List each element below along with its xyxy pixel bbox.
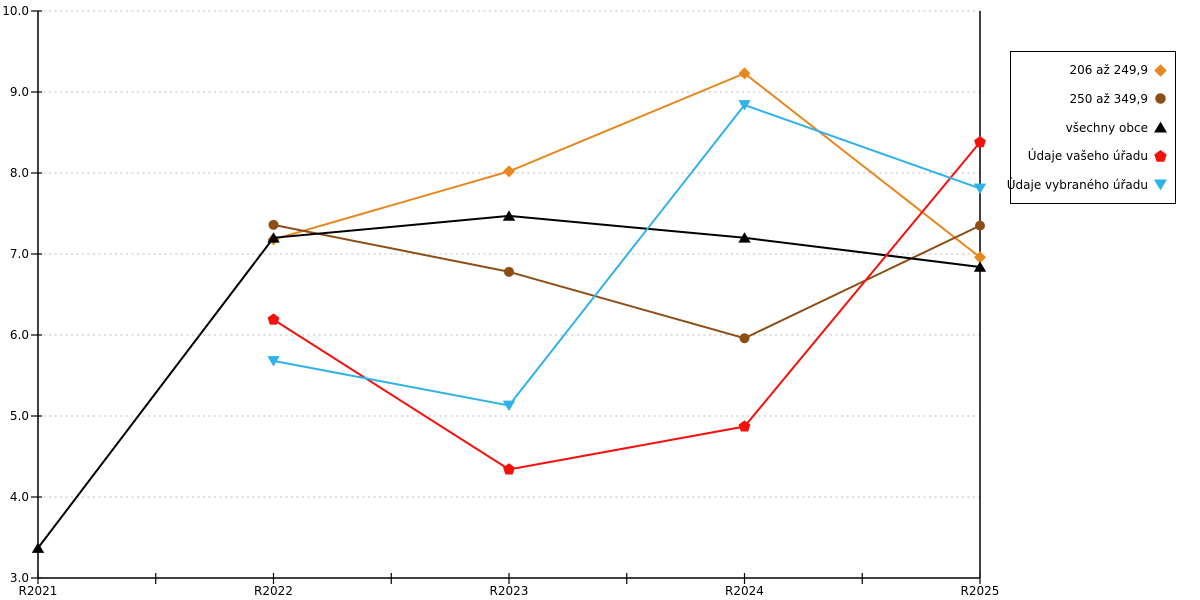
legend-item: 206 až 249,9 xyxy=(1015,56,1168,85)
legend-item-label: Údaje vašeho úřadu xyxy=(1027,149,1148,164)
legend-item-label: Údaje vybraného úřadu xyxy=(1006,177,1148,192)
triangle-down-marker-icon xyxy=(738,100,751,111)
legend-item: 250 až 349,9 xyxy=(1015,85,1168,114)
legend-diamond-icon xyxy=(1153,63,1168,78)
legend-item-label: 250 až 349,9 xyxy=(1069,91,1148,106)
legend-triangle-up-icon xyxy=(1153,120,1168,135)
circle-marker-icon xyxy=(268,219,279,230)
triangle-up-marker-icon xyxy=(973,261,987,272)
y-tick-label: 10.0 xyxy=(2,4,29,18)
triangle-up-marker-icon xyxy=(502,210,516,221)
circle-marker-icon xyxy=(504,266,514,277)
x-tick-label: R2025 xyxy=(961,584,1000,598)
legend-pentagon-icon xyxy=(1153,149,1168,164)
triangle-up-marker-icon xyxy=(31,542,45,553)
y-tick-label: 7.0 xyxy=(10,247,29,261)
series-line xyxy=(273,223,981,340)
circle-marker-icon xyxy=(739,333,750,344)
series-line xyxy=(273,103,981,407)
pentagon-marker-icon xyxy=(503,463,515,475)
diamond-marker-icon xyxy=(503,165,515,178)
y-tick-label: 8.0 xyxy=(10,166,29,180)
y-tick-label: 4.0 xyxy=(10,490,29,504)
x-tick-label: R2023 xyxy=(490,584,529,598)
diamond-marker-icon xyxy=(738,67,751,80)
x-tick-label: R2021 xyxy=(19,584,58,598)
series-line xyxy=(273,72,981,259)
y-tick-label: 3.0 xyxy=(10,571,29,585)
triangle-down-marker-icon xyxy=(973,183,987,194)
circle-marker-icon xyxy=(975,220,985,231)
pentagon-marker-icon xyxy=(267,313,280,325)
legend-circle-icon xyxy=(1153,91,1168,106)
diamond-marker-icon xyxy=(1154,64,1167,77)
triangle-down-marker-icon xyxy=(502,400,516,412)
x-tick-label: R2022 xyxy=(254,584,293,598)
triangle-up-marker-icon xyxy=(267,232,280,243)
chart-legend: 206 až 249,9 250 až 349,9 všechny obce Údaj… xyxy=(1007,51,1176,204)
legend-item: Údaje vašeho úřadu xyxy=(1015,142,1168,171)
triangle-up-marker-icon xyxy=(738,232,751,243)
legend-item: všechny obce xyxy=(1015,113,1168,142)
triangle-up-marker-icon xyxy=(1153,121,1168,133)
legend-triangle-down-icon xyxy=(1153,177,1168,192)
triangle-down-marker-icon xyxy=(267,356,280,367)
triangle-down-marker-icon xyxy=(1153,179,1168,191)
pentagon-marker-icon xyxy=(1154,149,1167,162)
diamond-marker-icon xyxy=(974,251,986,264)
y-tick-label: 6.0 xyxy=(10,328,29,342)
pentagon-marker-icon xyxy=(974,136,986,148)
y-tick-label: 9.0 xyxy=(10,85,29,99)
legend-item-label: všechny obce xyxy=(1065,120,1148,135)
x-tick-label: R2024 xyxy=(725,584,764,598)
legend-item: Údaje vybraného úřadu xyxy=(1007,170,1168,199)
series-line xyxy=(272,141,981,471)
legend-item-label: 206 až 249,9 xyxy=(1069,63,1148,78)
circle-marker-icon xyxy=(1155,93,1166,105)
series-line xyxy=(37,214,981,549)
pentagon-marker-icon xyxy=(738,420,751,432)
y-tick-label: 5.0 xyxy=(10,409,29,423)
